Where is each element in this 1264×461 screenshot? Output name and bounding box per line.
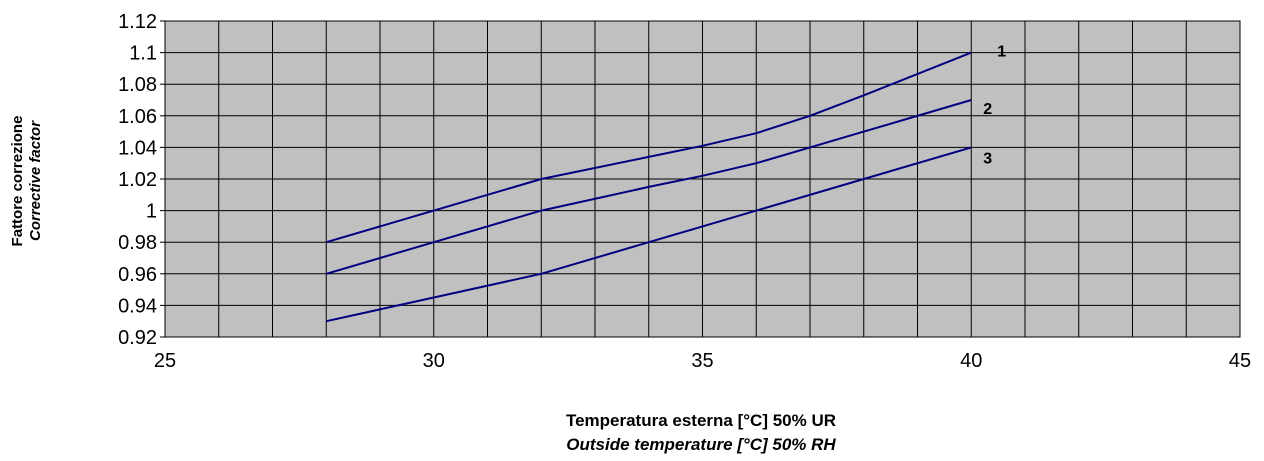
- x-axis-title-en: Outside temperature [°C] 50% RH: [566, 435, 836, 454]
- x-axis-title: Temperatura esterna [°C] 50% UR: [566, 411, 836, 430]
- y-tick-label: 1.06: [118, 106, 157, 128]
- y-tick-label: 1.02: [118, 169, 157, 191]
- y-tick-label: 1: [146, 201, 157, 223]
- y-axis-title-en: Corrective factor: [27, 120, 44, 241]
- series-line-2: [326, 99, 972, 275]
- x-tick-label: 45: [1229, 350, 1251, 372]
- y-tick-label: 1.1: [129, 43, 157, 65]
- y-tick-label: 1.12: [118, 11, 157, 33]
- x-tick-label: 25: [154, 350, 176, 372]
- x-axis-ticks: 25 30 35 40 45: [154, 350, 1251, 372]
- x-tick-label: 35: [691, 350, 713, 372]
- x-tick-label: 40: [960, 350, 982, 372]
- y-tick-label: 0.92: [118, 327, 157, 349]
- series-label-3: 3: [983, 150, 992, 167]
- y-axis-ticks: 0.92 0.94 0.96 0.98 1 1.02 1.04 1.06 1.08 1.1 1.12: [118, 11, 165, 349]
- series-line-1: [326, 51, 972, 244]
- y-tick-label: 0.98: [118, 232, 157, 254]
- y-axis-title: Fattore correzione: [9, 116, 26, 247]
- y-tick-label: 1.04: [118, 137, 157, 159]
- x-tick-label: 30: [423, 350, 445, 372]
- y-tick-label: 0.94: [118, 295, 157, 317]
- y-tick-label: 1.08: [118, 74, 157, 96]
- grid: [165, 20, 1240, 338]
- series-label-1: 1: [997, 44, 1006, 61]
- series-lines: [326, 51, 972, 323]
- series-label-2: 2: [983, 101, 992, 118]
- series-labels: 1 2 3: [983, 44, 1006, 168]
- series-line-3: [326, 146, 972, 323]
- y-tick-label: 0.96: [118, 264, 157, 286]
